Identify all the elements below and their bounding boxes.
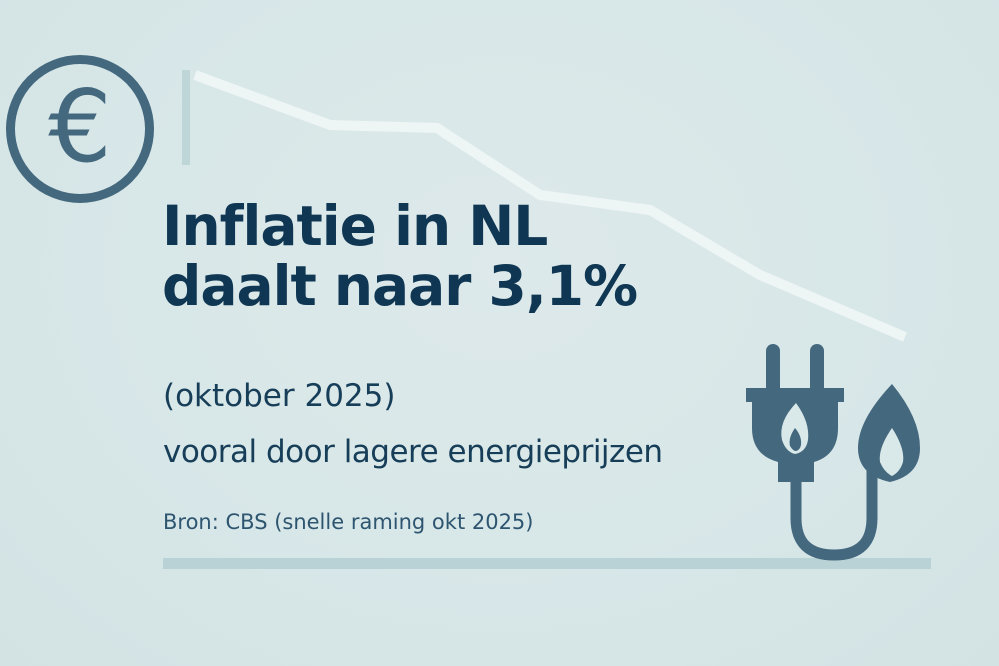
- plug-flame-icon: [746, 344, 920, 561]
- subtitle-text: vooral door lagere energieprijzen: [163, 434, 663, 470]
- headline-line-1: Inflatie in NL: [162, 194, 548, 258]
- headline-line-2: daalt naar 3,1%: [162, 254, 638, 318]
- date-text: (oktober 2025): [163, 378, 396, 414]
- trend-line: [193, 70, 907, 342]
- trend-axis-bar: [182, 70, 190, 165]
- euro-icon: €: [6, 55, 154, 203]
- euro-symbol: €: [48, 68, 112, 185]
- headline: Inflatie in NL daalt naar 3,1%: [162, 194, 638, 318]
- baseline-bar: [163, 558, 931, 569]
- source-text: Bron: CBS (snelle raming okt 2025): [163, 510, 534, 534]
